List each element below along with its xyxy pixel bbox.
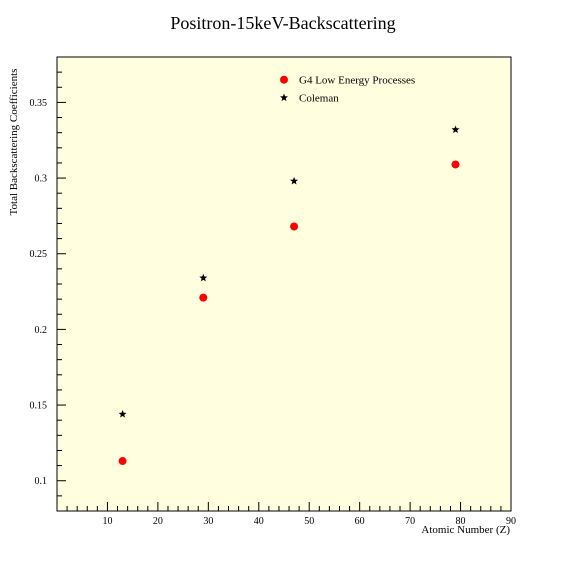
legend: G4 Low Energy Processes Coleman [280,75,415,105]
g4-data-point [199,293,208,302]
y-tick-label: 0.15 [30,401,48,412]
y-tick-label: 0.25 [30,249,48,260]
y-tick-label: 0.2 [35,325,48,336]
coleman-data-point [199,273,208,282]
g4-data-point [118,457,127,466]
legend-label: G4 Low Energy Processes [299,75,415,87]
plot-area [56,56,512,512]
y-axis-label: Total Backscattering Coefficients [8,69,20,216]
y-tick-label: 0.3 [35,174,48,185]
x-tick-label: 50 [304,516,314,527]
legend-label: Coleman [299,93,339,105]
coleman-data-point [290,176,299,185]
coleman-data-point [118,409,127,418]
y-tick-label: 0.35 [30,98,48,109]
x-tick-label: 70 [405,516,415,527]
x-tick-label: 30 [203,516,213,527]
x-tick-label: 80 [456,516,466,527]
data-points [118,125,460,466]
x-axis-label: Atomic Number (Z) [421,524,510,536]
legend-circle-marker [280,75,288,84]
coleman-data-point [451,125,460,134]
y-tick-label: 0.1 [35,476,48,487]
x-tick-label: 60 [355,516,365,527]
x-tick-label: 40 [254,516,264,527]
legend-star-marker [280,93,288,102]
x-axis-ticks: 10 20 30 40 50 60 70 80 90 [66,502,516,527]
x-tick-label: 90 [506,516,516,527]
g4-data-point [290,222,299,231]
x-tick-label: 10 [102,516,112,527]
y-axis-ticks: 0.1 0.15 0.2 0.25 0.3 0.35 [30,71,66,497]
g4-data-point [451,160,460,169]
x-tick-label: 20 [153,516,163,527]
chart-title: Positron-15keV-Backscattering [170,13,395,33]
